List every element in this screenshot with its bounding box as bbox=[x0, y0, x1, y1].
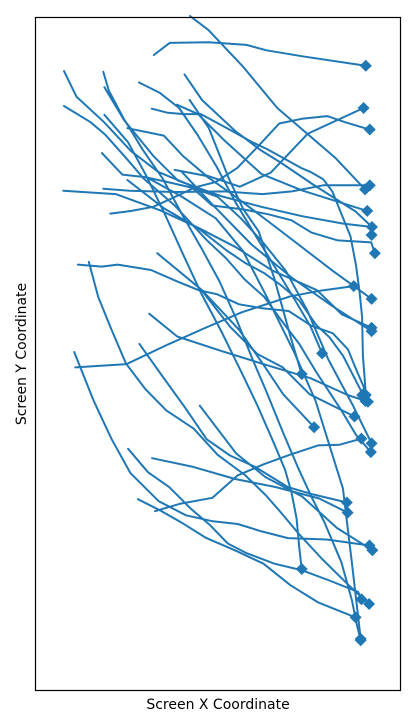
series-line-22 bbox=[154, 437, 363, 513]
series-line-24 bbox=[102, 184, 371, 196]
series-end-marker-12 bbox=[308, 421, 321, 434]
series-end-marker-1 bbox=[359, 59, 372, 72]
series-end-marker-13 bbox=[366, 544, 379, 557]
series-end-marker-31 bbox=[316, 347, 329, 360]
series-line-21 bbox=[74, 285, 355, 369]
y-axis-label: Screen Y Coordinate bbox=[14, 283, 30, 425]
series-end-marker-28 bbox=[341, 506, 354, 519]
x-axis-label: Screen X Coordinate bbox=[146, 697, 289, 713]
series-end-marker-17 bbox=[355, 593, 368, 606]
series-end-marker-27 bbox=[295, 563, 308, 576]
series-line-4 bbox=[189, 15, 367, 191]
series-end-marker-21 bbox=[347, 280, 360, 293]
series-line-14 bbox=[201, 289, 356, 418]
series-end-marker-24 bbox=[363, 179, 376, 192]
series-end-marker-34 bbox=[359, 388, 372, 401]
series-end-marker-30 bbox=[354, 634, 367, 647]
series-end-marker-14 bbox=[348, 410, 361, 423]
series-line-31 bbox=[138, 81, 324, 355]
series-line-10 bbox=[76, 263, 365, 396]
series-line-11 bbox=[148, 312, 369, 403]
series-line-20 bbox=[180, 170, 373, 333]
series-line-13 bbox=[198, 404, 374, 552]
series-end-marker-7 bbox=[368, 247, 381, 260]
series-line-5 bbox=[126, 107, 365, 188]
series-line-6 bbox=[103, 86, 373, 228]
series-end-marker-3 bbox=[361, 204, 374, 217]
series-end-marker-5 bbox=[357, 102, 370, 115]
series-line-8 bbox=[73, 351, 371, 547]
series-line-15 bbox=[138, 342, 348, 504]
series-line-29 bbox=[136, 498, 357, 619]
series-end-marker-25 bbox=[363, 123, 376, 136]
series-end-marker-9 bbox=[365, 437, 378, 450]
series-line-18 bbox=[63, 105, 372, 454]
series-line-26 bbox=[145, 176, 362, 640]
series-end-marker-18 bbox=[364, 446, 377, 459]
series-end-marker-16 bbox=[363, 597, 376, 610]
series-layer bbox=[62, 15, 376, 642]
series-end-marker-23 bbox=[365, 321, 378, 334]
series-line-28 bbox=[151, 457, 349, 514]
series-end-marker-6 bbox=[365, 220, 378, 233]
series-line-23 bbox=[62, 189, 373, 329]
series-line-25 bbox=[109, 115, 371, 215]
series-end-marker-29 bbox=[349, 611, 362, 624]
marker-layer bbox=[295, 59, 381, 647]
series-line-3 bbox=[175, 103, 369, 212]
series-line-32 bbox=[183, 73, 373, 237]
plot-area-frame bbox=[34, 16, 402, 692]
series-end-marker-32 bbox=[365, 229, 378, 242]
series-line-19 bbox=[173, 168, 373, 300]
series-line-34 bbox=[150, 107, 367, 396]
series-end-marker-2 bbox=[295, 368, 308, 381]
series-line-33 bbox=[126, 179, 367, 402]
series-end-marker-22 bbox=[355, 432, 368, 445]
series-line-2 bbox=[188, 99, 303, 376]
series-line-1 bbox=[152, 41, 367, 67]
series-line-30 bbox=[102, 70, 362, 642]
series-line-17 bbox=[127, 447, 363, 601]
series-end-marker-15 bbox=[340, 496, 353, 509]
series-line-16 bbox=[87, 260, 371, 605]
series-line-27 bbox=[103, 113, 303, 570]
series-end-marker-19 bbox=[365, 292, 378, 305]
